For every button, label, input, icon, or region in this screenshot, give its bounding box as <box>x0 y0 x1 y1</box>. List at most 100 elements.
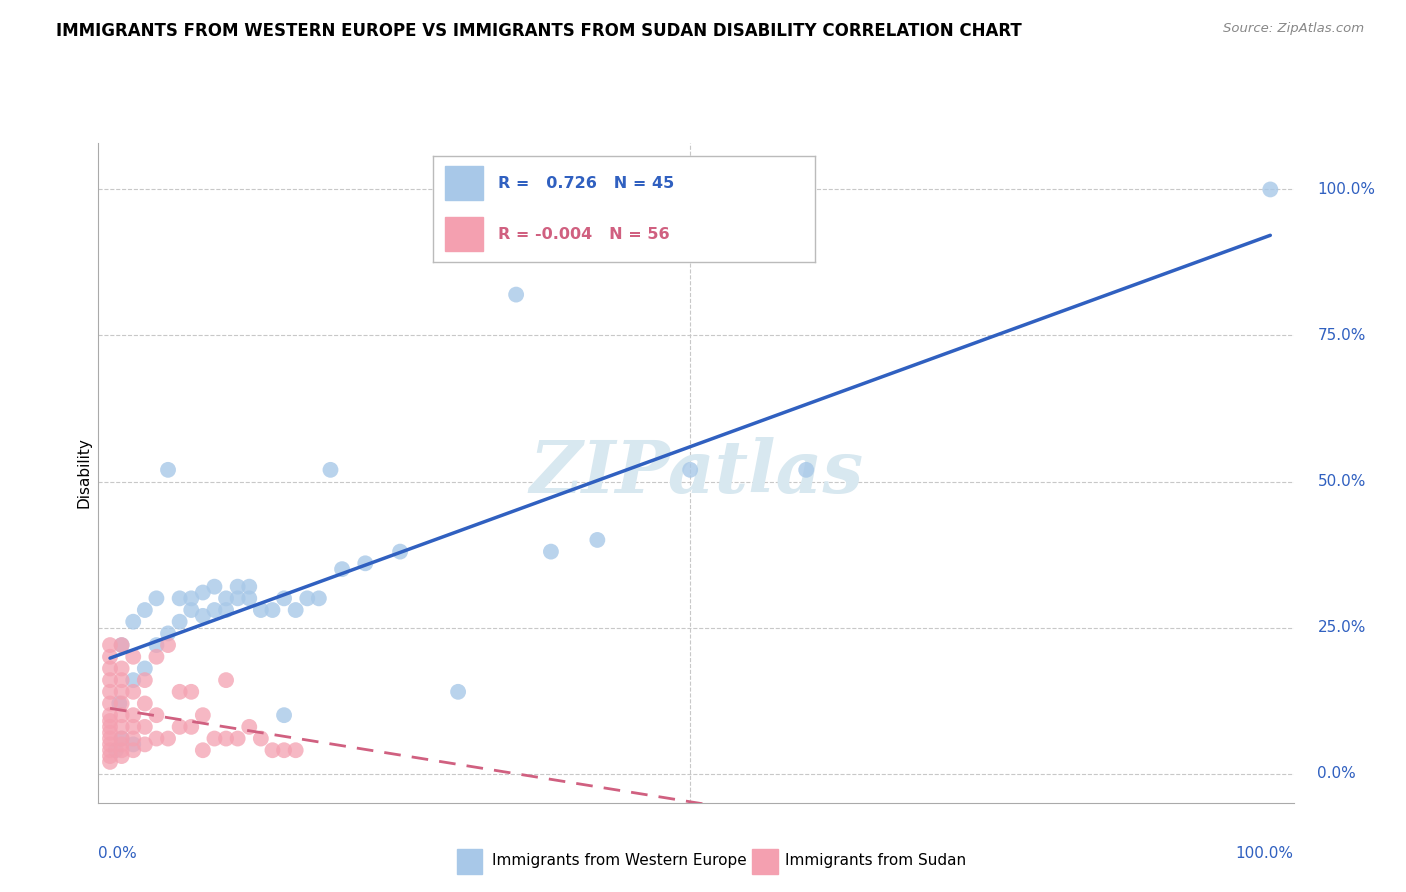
Point <box>104 743 127 757</box>
Point <box>250 603 273 617</box>
Text: 0.0%: 0.0% <box>98 846 138 861</box>
Text: Source: ZipAtlas.com: Source: ZipAtlas.com <box>1223 22 1364 36</box>
Point <box>191 608 214 623</box>
Point <box>98 697 121 711</box>
Point <box>111 731 134 746</box>
Point <box>98 749 121 764</box>
Point <box>226 731 249 746</box>
Point <box>145 708 167 723</box>
Point <box>157 626 180 640</box>
Point <box>169 720 191 734</box>
Point <box>157 638 180 652</box>
Text: R = -0.004   N = 56: R = -0.004 N = 56 <box>498 227 669 242</box>
Point <box>111 697 134 711</box>
Point <box>145 591 167 606</box>
Text: Immigrants from Western Europe: Immigrants from Western Europe <box>492 854 747 868</box>
Point <box>111 638 134 652</box>
Point <box>157 731 180 746</box>
Point <box>238 591 260 606</box>
Point <box>540 544 562 558</box>
Point <box>111 749 134 764</box>
Bar <box>444 167 482 201</box>
Point <box>122 685 145 699</box>
Point <box>134 603 156 617</box>
Point <box>215 673 238 687</box>
Point <box>108 697 131 711</box>
Point <box>169 591 191 606</box>
Text: Immigrants from Sudan: Immigrants from Sudan <box>785 854 966 868</box>
Point <box>98 720 121 734</box>
Point <box>111 708 134 723</box>
Point <box>191 585 214 599</box>
Point <box>319 463 342 477</box>
Point <box>111 738 134 752</box>
Point <box>180 603 202 617</box>
Point <box>145 638 167 652</box>
Text: IMMIGRANTS FROM WESTERN EUROPE VS IMMIGRANTS FROM SUDAN DISABILITY CORRELATION C: IMMIGRANTS FROM WESTERN EUROPE VS IMMIGR… <box>56 22 1022 40</box>
Point <box>447 685 470 699</box>
Point <box>122 708 145 723</box>
Point <box>389 544 412 558</box>
Point <box>238 580 260 594</box>
Point <box>98 673 121 687</box>
Point <box>180 720 202 734</box>
Point <box>111 685 134 699</box>
Point <box>98 738 121 752</box>
Point <box>238 720 260 734</box>
Point <box>1258 182 1281 196</box>
Point <box>134 720 156 734</box>
Point <box>111 638 134 652</box>
Text: R =   0.726   N = 45: R = 0.726 N = 45 <box>498 176 675 191</box>
Point <box>145 649 167 664</box>
Point <box>273 743 295 757</box>
Point <box>122 649 145 664</box>
Point <box>330 562 353 576</box>
Point <box>250 731 273 746</box>
Text: 100.0%: 100.0% <box>1317 182 1375 197</box>
Point <box>204 603 226 617</box>
Point <box>586 533 609 547</box>
Point <box>180 591 202 606</box>
Point <box>262 743 284 757</box>
Point <box>98 725 121 739</box>
Point <box>111 720 134 734</box>
Point <box>215 731 238 746</box>
Point <box>308 591 330 606</box>
Point <box>111 673 134 687</box>
Point <box>284 743 307 757</box>
Point <box>122 731 145 746</box>
Point <box>273 591 295 606</box>
Point <box>273 708 295 723</box>
Point <box>215 603 238 617</box>
Point <box>122 615 145 629</box>
Point <box>145 731 167 746</box>
Point <box>98 638 121 652</box>
Point <box>191 743 214 757</box>
Point <box>111 743 134 757</box>
Point <box>98 708 121 723</box>
Point <box>111 661 134 675</box>
Text: ZIPatlas: ZIPatlas <box>529 437 863 508</box>
Point <box>297 591 319 606</box>
Point <box>98 714 121 728</box>
Point <box>157 463 180 477</box>
Point <box>284 603 307 617</box>
Text: 75.0%: 75.0% <box>1317 328 1365 343</box>
Point <box>204 731 226 746</box>
Bar <box>444 217 482 251</box>
Point <box>169 685 191 699</box>
Point <box>98 743 121 757</box>
Point <box>134 673 156 687</box>
Point <box>122 673 145 687</box>
Point <box>226 580 249 594</box>
Point <box>191 708 214 723</box>
Point <box>122 738 145 752</box>
Point <box>354 557 377 571</box>
Text: 0.0%: 0.0% <box>1317 766 1357 781</box>
Point <box>111 731 134 746</box>
Point <box>204 580 226 594</box>
Point <box>98 649 121 664</box>
Point <box>226 591 249 606</box>
Point <box>98 685 121 699</box>
Point <box>215 591 238 606</box>
